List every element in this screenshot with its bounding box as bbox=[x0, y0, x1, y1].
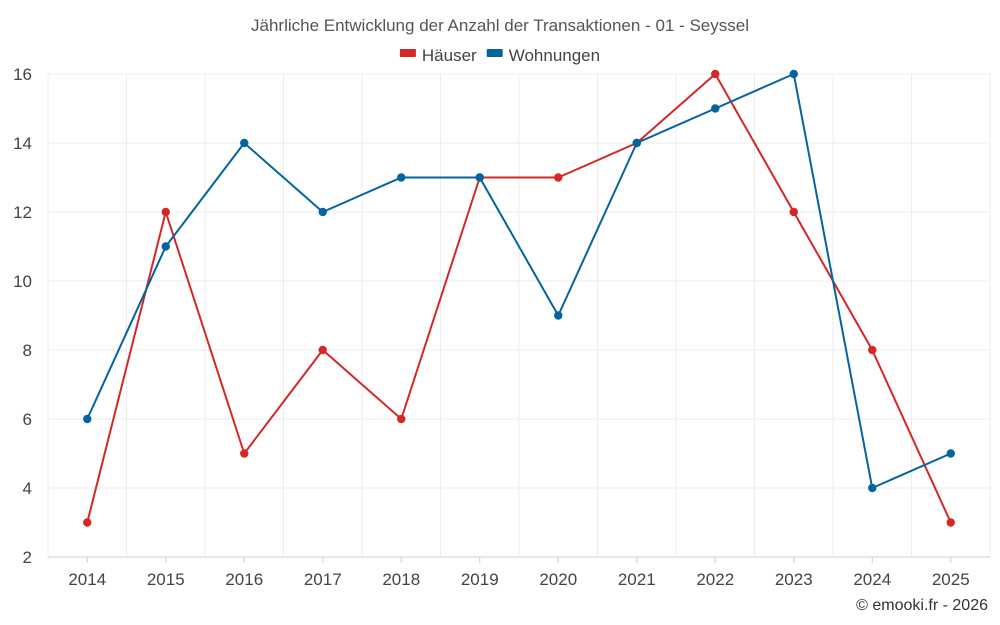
data-point-haeuser[interactable] bbox=[946, 518, 955, 527]
legend-label: Häuser bbox=[422, 46, 477, 65]
data-point-haeuser[interactable] bbox=[318, 345, 327, 355]
series-line-haeuser bbox=[86, 73, 952, 523]
credit-text: © emooki.fr - 2026 bbox=[856, 597, 988, 614]
chart-title: Jährliche Entwicklung der Anzahl der Tra… bbox=[251, 16, 749, 35]
y-tick-label: 6 bbox=[23, 410, 32, 429]
data-point-wohnungen[interactable] bbox=[161, 242, 170, 251]
data-point-haeuser[interactable] bbox=[554, 173, 563, 182]
data-point-wohnungen[interactable] bbox=[554, 311, 563, 320]
data-point-wohnungen[interactable] bbox=[318, 207, 327, 217]
x-tick-label: 2023 bbox=[775, 570, 813, 589]
legend-item[interactable]: Wohnungen bbox=[486, 46, 600, 65]
data-point-wohnungen[interactable] bbox=[240, 138, 249, 148]
axes: 2 4 6 8 10 12 14 16 2014 2015 2016 2017 2018 2019 2020… bbox=[13, 65, 990, 589]
legend-swatch bbox=[399, 49, 416, 57]
data-point-haeuser[interactable] bbox=[397, 414, 406, 424]
data-point-haeuser[interactable] bbox=[711, 69, 720, 79]
data-point-wohnungen[interactable] bbox=[711, 104, 720, 113]
y-tick-label: 16 bbox=[13, 65, 32, 84]
data-point-haeuser[interactable] bbox=[789, 207, 798, 217]
y-tick-label: 2 bbox=[23, 548, 32, 567]
data-point-haeuser[interactable] bbox=[83, 518, 92, 527]
data-point-wohnungen[interactable] bbox=[789, 69, 798, 79]
x-tick-label: 2021 bbox=[618, 570, 656, 589]
x-tick-label: 2025 bbox=[932, 570, 970, 589]
legend-label: Wohnungen bbox=[509, 46, 600, 65]
x-tick-label: 2022 bbox=[696, 570, 734, 589]
data-point-wohnungen[interactable] bbox=[946, 449, 955, 458]
y-tick-label: 14 bbox=[13, 134, 32, 153]
data-point-haeuser[interactable] bbox=[240, 449, 249, 458]
series-group bbox=[83, 69, 955, 527]
series-line-wohnungen bbox=[86, 73, 952, 489]
legend: Häuser Wohnungen bbox=[399, 46, 600, 65]
grid bbox=[47, 73, 991, 557]
data-point-wohnungen[interactable] bbox=[397, 173, 406, 182]
y-tick-label: 10 bbox=[13, 272, 32, 291]
data-point-wohnungen[interactable] bbox=[632, 138, 641, 148]
data-point-wohnungen[interactable] bbox=[475, 173, 484, 182]
legend-item[interactable]: Häuser bbox=[399, 46, 477, 65]
x-tick-label: 2020 bbox=[539, 570, 577, 589]
x-tick-label: 2016 bbox=[225, 570, 263, 589]
y-tick-label: 12 bbox=[13, 203, 32, 222]
x-tick-label: 2017 bbox=[304, 570, 342, 589]
data-point-wohnungen[interactable] bbox=[83, 414, 92, 424]
y-tick-label: 8 bbox=[23, 341, 32, 360]
data-point-wohnungen[interactable] bbox=[868, 483, 877, 493]
x-tick-label: 2019 bbox=[461, 570, 499, 589]
legend-swatch bbox=[486, 49, 503, 57]
data-point-haeuser[interactable] bbox=[161, 207, 170, 217]
x-tick-label: 2018 bbox=[382, 570, 420, 589]
x-tick-label: 2015 bbox=[147, 570, 185, 589]
data-point-haeuser[interactable] bbox=[868, 345, 877, 355]
y-tick-label: 4 bbox=[23, 479, 32, 498]
x-tick-label: 2014 bbox=[68, 570, 106, 589]
x-tick-label: 2024 bbox=[853, 570, 891, 589]
